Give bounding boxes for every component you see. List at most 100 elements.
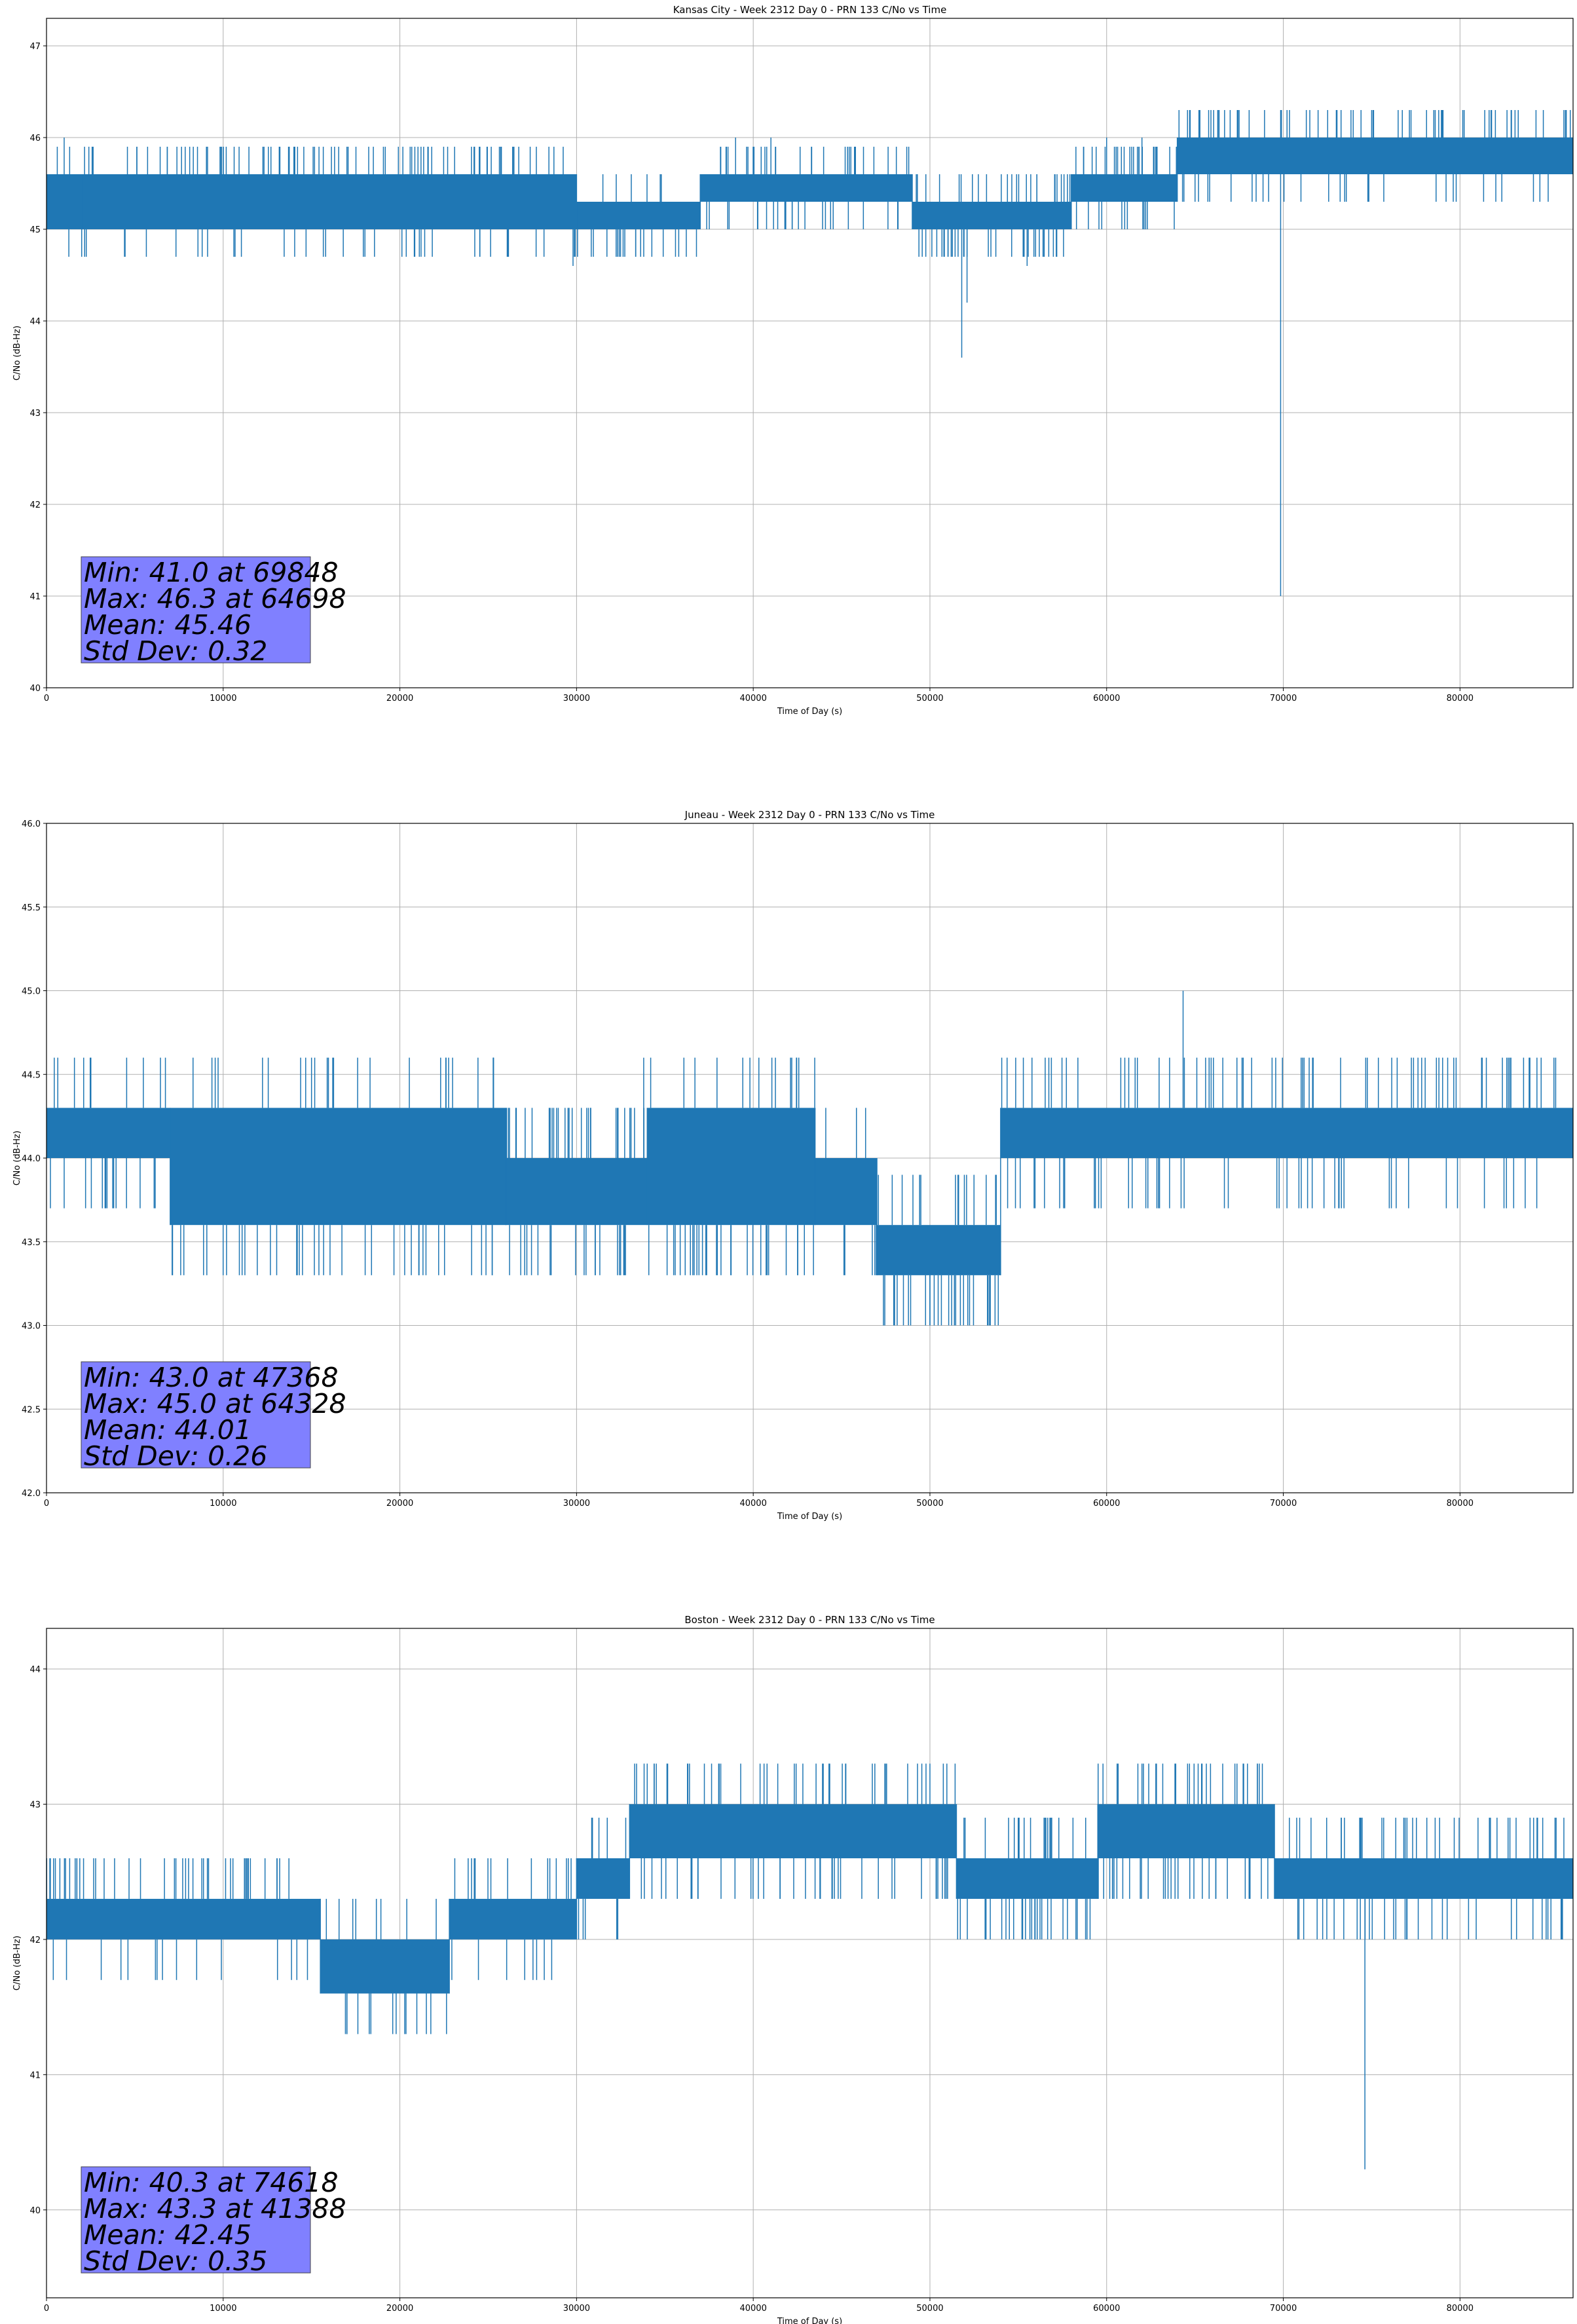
data-band: [81, 174, 577, 229]
data-band: [877, 1225, 1001, 1275]
y-tick-label: 42: [29, 500, 41, 510]
x-tick-label: 10000: [210, 2304, 236, 2314]
y-tick-label: 40: [29, 684, 41, 694]
data-band: [46, 1898, 321, 1940]
chart-title: Kansas City - Week 2312 Day 0 - PRN 133 …: [673, 4, 947, 16]
x-tick-label: 0: [44, 1499, 49, 1509]
x-tick-label: 20000: [386, 1499, 413, 1509]
y-tick-label: 46: [29, 134, 41, 143]
x-tick-label: 60000: [1093, 1499, 1120, 1509]
stats-line: Std Dev: 0.35: [84, 2245, 267, 2277]
plot-frame: [46, 18, 1574, 688]
y-tick-label: 42.5: [22, 1405, 41, 1415]
y-axis-label: C/No (dB-Hz): [12, 1131, 22, 1186]
stats-line: Mean: 42.45: [84, 2219, 251, 2251]
x-axis-label: Time of Day (s): [777, 1512, 842, 1522]
stats-line: Min: 41.0 at 69848: [84, 557, 339, 588]
data-band: [170, 1108, 506, 1226]
data-band: [320, 1939, 450, 1994]
x-tick-label: 80000: [1447, 694, 1474, 703]
data-series: [46, 990, 1573, 1326]
x-tick-label: 50000: [916, 2304, 943, 2314]
x-tick-label: 0: [44, 694, 49, 703]
y-tick-label: 42: [29, 1936, 41, 1945]
data-band: [956, 1858, 1098, 1899]
x-tick-label: 60000: [1093, 694, 1120, 703]
x-tick-label: 80000: [1447, 1499, 1474, 1509]
x-tick-label: 40000: [739, 2304, 766, 2314]
stats-box: [81, 1361, 311, 1469]
data-band: [46, 174, 82, 229]
stats-box: [81, 2166, 311, 2274]
x-tick-label: 50000: [916, 1499, 943, 1509]
data-series: [46, 110, 1573, 596]
data-band: [629, 1804, 957, 1858]
data-band: [1000, 1108, 1573, 1158]
stats-line: Min: 43.0 at 47368: [84, 1362, 339, 1393]
chart-1: 0 10000 20000 30000 40000 50000 60000 70000 8000…: [12, 4, 1574, 717]
data-band: [506, 1158, 648, 1226]
data-band: [1098, 1804, 1275, 1858]
x-tick-label: 60000: [1093, 2304, 1120, 2314]
data-band: [700, 174, 912, 202]
x-tick-label: 0: [44, 2304, 49, 2314]
data-series: [46, 1763, 1573, 2169]
y-tick-label: 44.0: [22, 1154, 41, 1164]
y-tick-label: 43.5: [22, 1238, 41, 1248]
x-tick-label: 40000: [739, 694, 766, 703]
x-axis-label: Time of Day (s): [777, 2317, 842, 2324]
stats-line: Max: 46.3 at 64698: [84, 583, 346, 614]
x-tick-label: 80000: [1447, 2304, 1474, 2314]
x-tick-label: 70000: [1270, 1499, 1297, 1509]
y-tick-label: 43: [29, 1800, 41, 1810]
x-tick-label: 30000: [563, 694, 590, 703]
stats-line: Std Dev: 0.32: [84, 635, 267, 667]
y-tick-label: 43: [29, 409, 41, 419]
x-tick-label: 40000: [739, 1499, 766, 1509]
chart-3: 0 10000 20000 30000 40000 50000 60000 70000 8000…: [12, 1614, 1574, 2324]
x-tick-label: 20000: [386, 694, 413, 703]
data-band: [912, 202, 1071, 229]
x-tick-label: 70000: [1270, 2304, 1297, 2314]
y-tick-label: 41: [29, 2071, 41, 2080]
data-band: [576, 1858, 630, 1899]
stats-line: Max: 45.0 at 64328: [84, 1388, 346, 1419]
y-tick-label: 45.0: [22, 987, 41, 997]
chart-title: Juneau - Week 2312 Day 0 - PRN 133 C/No …: [684, 809, 935, 821]
y-tick-label: 41: [29, 592, 41, 602]
y-tick-label: 44.5: [22, 1070, 41, 1080]
y-tick-label: 46.0: [22, 819, 41, 829]
x-tick-label: 30000: [563, 2304, 590, 2314]
x-tick-label: 70000: [1270, 694, 1297, 703]
data-band: [647, 1108, 815, 1226]
x-tick-label: 50000: [916, 694, 943, 703]
stats-line: Mean: 45.46: [84, 609, 251, 641]
data-band: [449, 1898, 577, 1940]
x-tick-label: 10000: [210, 694, 236, 703]
data-band: [1177, 138, 1573, 174]
chart-title: Boston - Week 2312 Day 0 - PRN 133 C/No …: [684, 1614, 935, 1626]
y-tick-label: 43.0: [22, 1322, 41, 1332]
x-axis-label: Time of Day (s): [777, 707, 842, 717]
stats-line: Std Dev: 0.26: [84, 1440, 267, 1472]
plot-frame: [46, 1628, 1574, 2298]
data-band: [1274, 1858, 1573, 1899]
y-tick-label: 45: [29, 225, 41, 235]
y-tick-label: 44: [29, 317, 41, 327]
data-band: [46, 1108, 170, 1158]
stats-line: Mean: 44.01: [84, 1414, 251, 1446]
x-tick-label: 30000: [563, 1499, 590, 1509]
y-tick-label: 44: [29, 1665, 41, 1675]
data-band: [815, 1158, 878, 1226]
data-band: [1071, 174, 1178, 202]
y-tick-label: 45.5: [22, 903, 41, 913]
y-axis-label: C/No (dB-Hz): [12, 1936, 22, 1991]
stats-box: [81, 556, 311, 664]
stats-line: Min: 40.3 at 74618: [84, 2167, 339, 2198]
chart-2: 0 10000 20000 30000 40000 50000 60000 70000 8000…: [12, 809, 1574, 1522]
y-axis-label: C/No (dB-Hz): [12, 326, 22, 381]
stats-line: Max: 43.3 at 41388: [84, 2193, 346, 2224]
y-tick-label: 42.0: [22, 1489, 41, 1499]
data-band: [576, 202, 701, 229]
